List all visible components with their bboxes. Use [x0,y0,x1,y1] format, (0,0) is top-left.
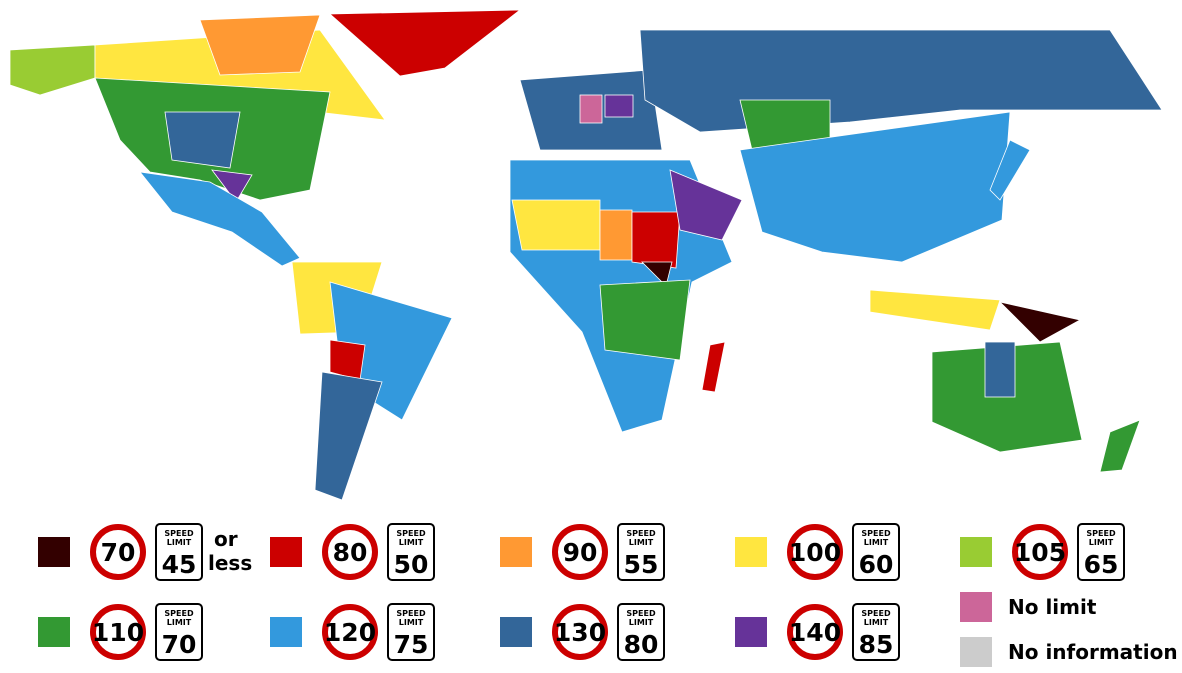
new-zealand [1099,419,1141,473]
mph-sign [852,523,900,581]
sign-bottom: LIMIT [167,538,192,547]
saudi-arabia [669,169,743,241]
sign-top: SPEED [626,529,656,538]
speed-sign [552,524,608,580]
northern-territory [984,341,1016,398]
kmh-label: 90 [563,538,598,567]
mph-sign [617,603,665,661]
speed-sign [787,524,843,580]
legend-label: No limit [1008,595,1097,619]
kmh-label: 120 [324,618,376,647]
legend-label: No information [1008,640,1178,664]
legend-swatch [960,537,992,567]
sign-bottom: LIMIT [399,618,424,627]
mph-label: 45 [162,550,197,579]
world-map [9,9,1163,501]
kmh-label: 130 [554,618,606,647]
japan [989,139,1031,201]
sign-top: SPEED [396,529,426,538]
poland [604,94,634,118]
sign-bottom: LIMIT [629,618,654,627]
legend-swatch [735,537,767,567]
mexico [139,171,301,267]
sign-bottom: LIMIT [864,538,889,547]
sign-bottom: LIMIT [399,538,424,547]
mph-label: 75 [394,630,429,659]
legend-swatch [38,617,70,647]
southeast-asia [869,289,1001,331]
chad [599,209,633,261]
sign-bottom: LIMIT [1089,538,1114,547]
mph-sign [387,603,435,661]
mph-sign [155,523,203,581]
south-sudan [641,261,673,287]
kmh-label: 80 [333,538,368,567]
legend-swatch [270,617,302,647]
papua-new-guinea [998,301,1082,343]
legend-note: or [214,527,238,551]
sahel [511,199,601,251]
texas [211,169,253,203]
sign-bottom: LIMIT [864,618,889,627]
sign-top: SPEED [861,529,891,538]
legend-swatch [270,537,302,567]
alaska [9,44,96,96]
germany [579,94,603,124]
russia [639,29,1163,133]
sign-top: SPEED [626,609,656,618]
mph-label: 55 [624,550,659,579]
legend-swatch [960,592,992,622]
mph-sign [617,523,665,581]
madagascar [701,341,726,393]
canada-north [199,14,321,76]
speed-sign [1012,524,1068,580]
mph-label: 65 [1084,550,1119,579]
legend-swatch [500,617,532,647]
usa-west [164,111,241,169]
speed-sign [90,524,146,580]
speed-sign [90,604,146,660]
argentina [314,371,383,501]
mph-sign [387,523,435,581]
sign-top: SPEED [396,609,426,618]
kmh-label: 70 [101,538,136,567]
greenland [328,9,522,77]
legend-swatch [500,537,532,567]
mph-label: 70 [162,630,197,659]
speed-sign [787,604,843,660]
kmh-label: 105 [1014,538,1066,567]
legend-note: less [208,551,252,575]
sign-top: SPEED [164,529,194,538]
mph-label: 85 [859,630,894,659]
legend-swatch [735,617,767,647]
legend-swatch [38,537,70,567]
mph-label: 60 [859,550,894,579]
sign-bottom: LIMIT [629,538,654,547]
mph-label: 50 [394,550,429,579]
sign-top: SPEED [861,609,891,618]
sign-bottom: LIMIT [167,618,192,627]
mph-sign [155,603,203,661]
sign-top: SPEED [1086,529,1116,538]
sign-top: SPEED [164,609,194,618]
legend-swatch [960,637,992,667]
kmh-label: 110 [92,618,144,647]
kmh-label: 140 [789,618,841,647]
mph-sign [852,603,900,661]
speed-sign [552,604,608,660]
mph-sign [1077,523,1125,581]
speed-sign [322,524,378,580]
kmh-label: 100 [789,538,841,567]
sudan [631,211,681,269]
central-africa [599,279,691,361]
speed-sign [322,604,378,660]
mph-label: 80 [624,630,659,659]
asia [739,111,1011,263]
